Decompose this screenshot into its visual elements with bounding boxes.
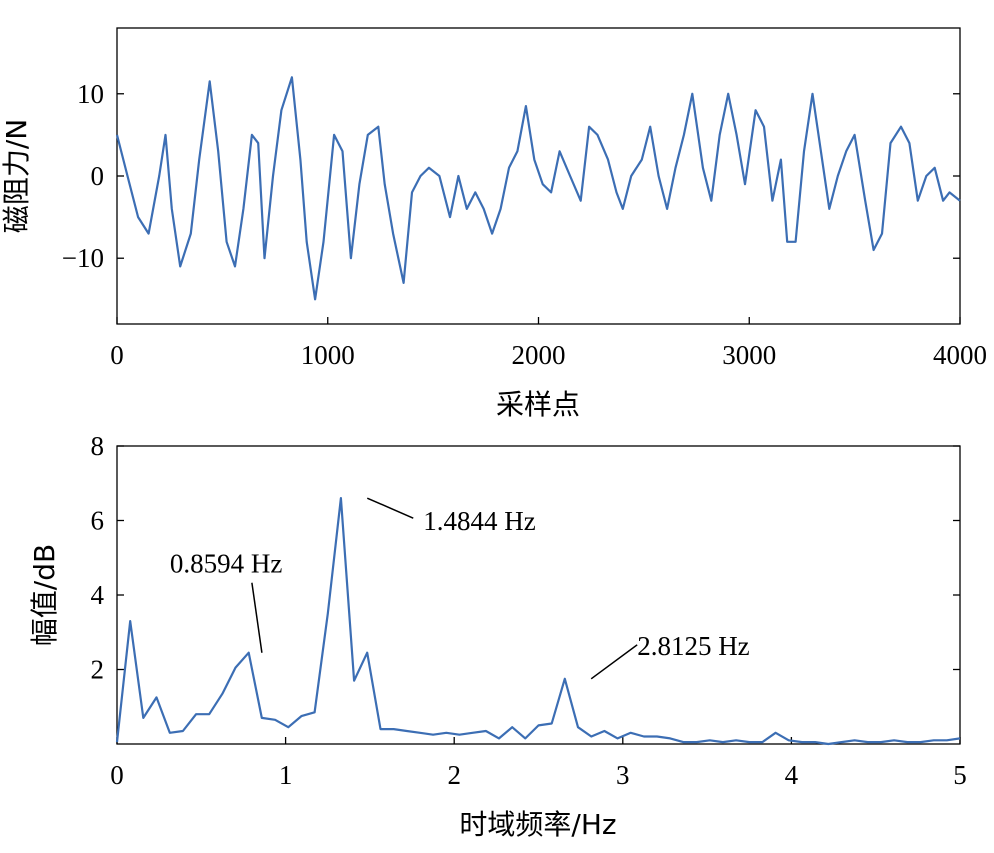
x-tick-label-bottom: 0 [110, 760, 124, 790]
y-tick-label-bottom: 6 [91, 506, 105, 536]
y-tick-label-top: 0 [91, 161, 105, 191]
y-axis-label-top: 磁阻力/N [0, 119, 33, 233]
time-domain-chart: 0 1000 2000 3000 4000 10 0 −10 采样点 磁阻力/N [0, 27, 987, 421]
x-tick-label-top: 2000 [512, 340, 566, 370]
y-axis-label-bottom: 幅值/dB [28, 544, 61, 646]
x-tick-label-bottom: 5 [953, 760, 967, 790]
series-line-bottom [115, 497, 961, 746]
time-domain-marks: 0 1000 2000 3000 4000 10 0 −10 [62, 76, 987, 370]
x-tick-label-top: 0 [110, 340, 124, 370]
annotation-leader [366, 497, 414, 519]
peak-annotation: 0.8594 Hz [170, 549, 282, 579]
x-tick-label-bottom: 3 [616, 760, 630, 790]
y-tick-label-top: −10 [62, 243, 104, 273]
plot-frame-bottom [116, 445, 961, 745]
plot-frame-top [116, 27, 961, 325]
annotation-leader [590, 644, 638, 680]
frequency-spectrum-chart: 0 1 2 3 4 5 2 4 6 8 0.8594 Hz 1.4844 Hz 2.8125 Hz 时域… [28, 431, 967, 841]
x-tick-label-top: 1000 [301, 340, 355, 370]
y-tick-label-bottom: 8 [91, 431, 105, 461]
spectrum-marks: 0 1 2 3 4 5 2 4 6 8 0.8594 Hz 1.4844 Hz 2.8125 Hz [91, 431, 967, 790]
x-tick-label-bottom: 1 [279, 760, 293, 790]
x-axis-label-bottom: 时域频率/Hz [459, 808, 616, 841]
x-axis-label-top: 采样点 [496, 388, 580, 421]
x-tick-label-top: 3000 [722, 340, 776, 370]
y-tick-label-top: 10 [77, 79, 104, 109]
peak-annotation: 1.4844 Hz [423, 506, 535, 536]
peak-annotation: 2.8125 Hz [637, 631, 749, 661]
series-line-top [115, 76, 961, 301]
y-tick-label-bottom: 2 [91, 655, 105, 685]
annotation-leader [251, 582, 263, 653]
y-tick-label-bottom: 4 [91, 580, 105, 610]
x-tick-label-top: 4000 [933, 340, 987, 370]
x-tick-label-bottom: 2 [447, 760, 461, 790]
x-tick-label-bottom: 4 [785, 760, 799, 790]
